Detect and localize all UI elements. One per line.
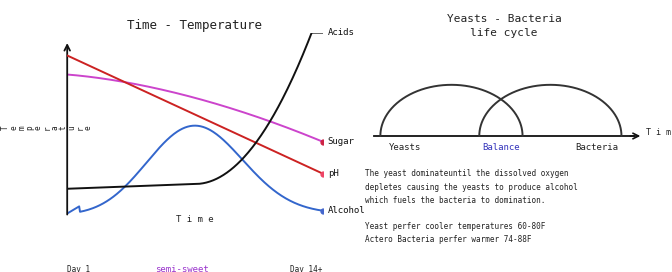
Text: T i m e: T i m e [176, 215, 214, 224]
Text: Time - Temperature: Time - Temperature [128, 19, 262, 32]
Text: Bacteria: Bacteria [575, 143, 618, 152]
Text: Yeasts - Bacteria
life cycle: Yeasts - Bacteria life cycle [447, 14, 561, 38]
Text: pH: pH [328, 169, 339, 178]
Text: Day 1
Very Sweet
Sweet tea
pH ~5: Day 1 Very Sweet Sweet tea pH ~5 [67, 265, 114, 272]
Text: Sugar: Sugar [328, 137, 355, 146]
Text: Balance: Balance [482, 143, 519, 152]
Text: Day 14+
Very Sour
Vinegar
ph 2.5: Day 14+ Very Sour Vinegar ph 2.5 [281, 265, 323, 272]
Text: Yeasts: Yeasts [389, 143, 421, 152]
Text: Acids: Acids [328, 28, 355, 37]
Text: The yeast dominateuntil the dissolved oxygen
depletes causing the yeasts to prod: The yeast dominateuntil the dissolved ox… [365, 169, 578, 244]
Text: Alcohol: Alcohol [328, 206, 366, 215]
Text: semi-sweet: semi-sweet [155, 265, 209, 272]
Text: T i m e: T i m e [646, 128, 672, 137]
Text: T
e
m
p
e
r
a
t
u
r
e: T e m p e r a t u r e [1, 125, 93, 130]
